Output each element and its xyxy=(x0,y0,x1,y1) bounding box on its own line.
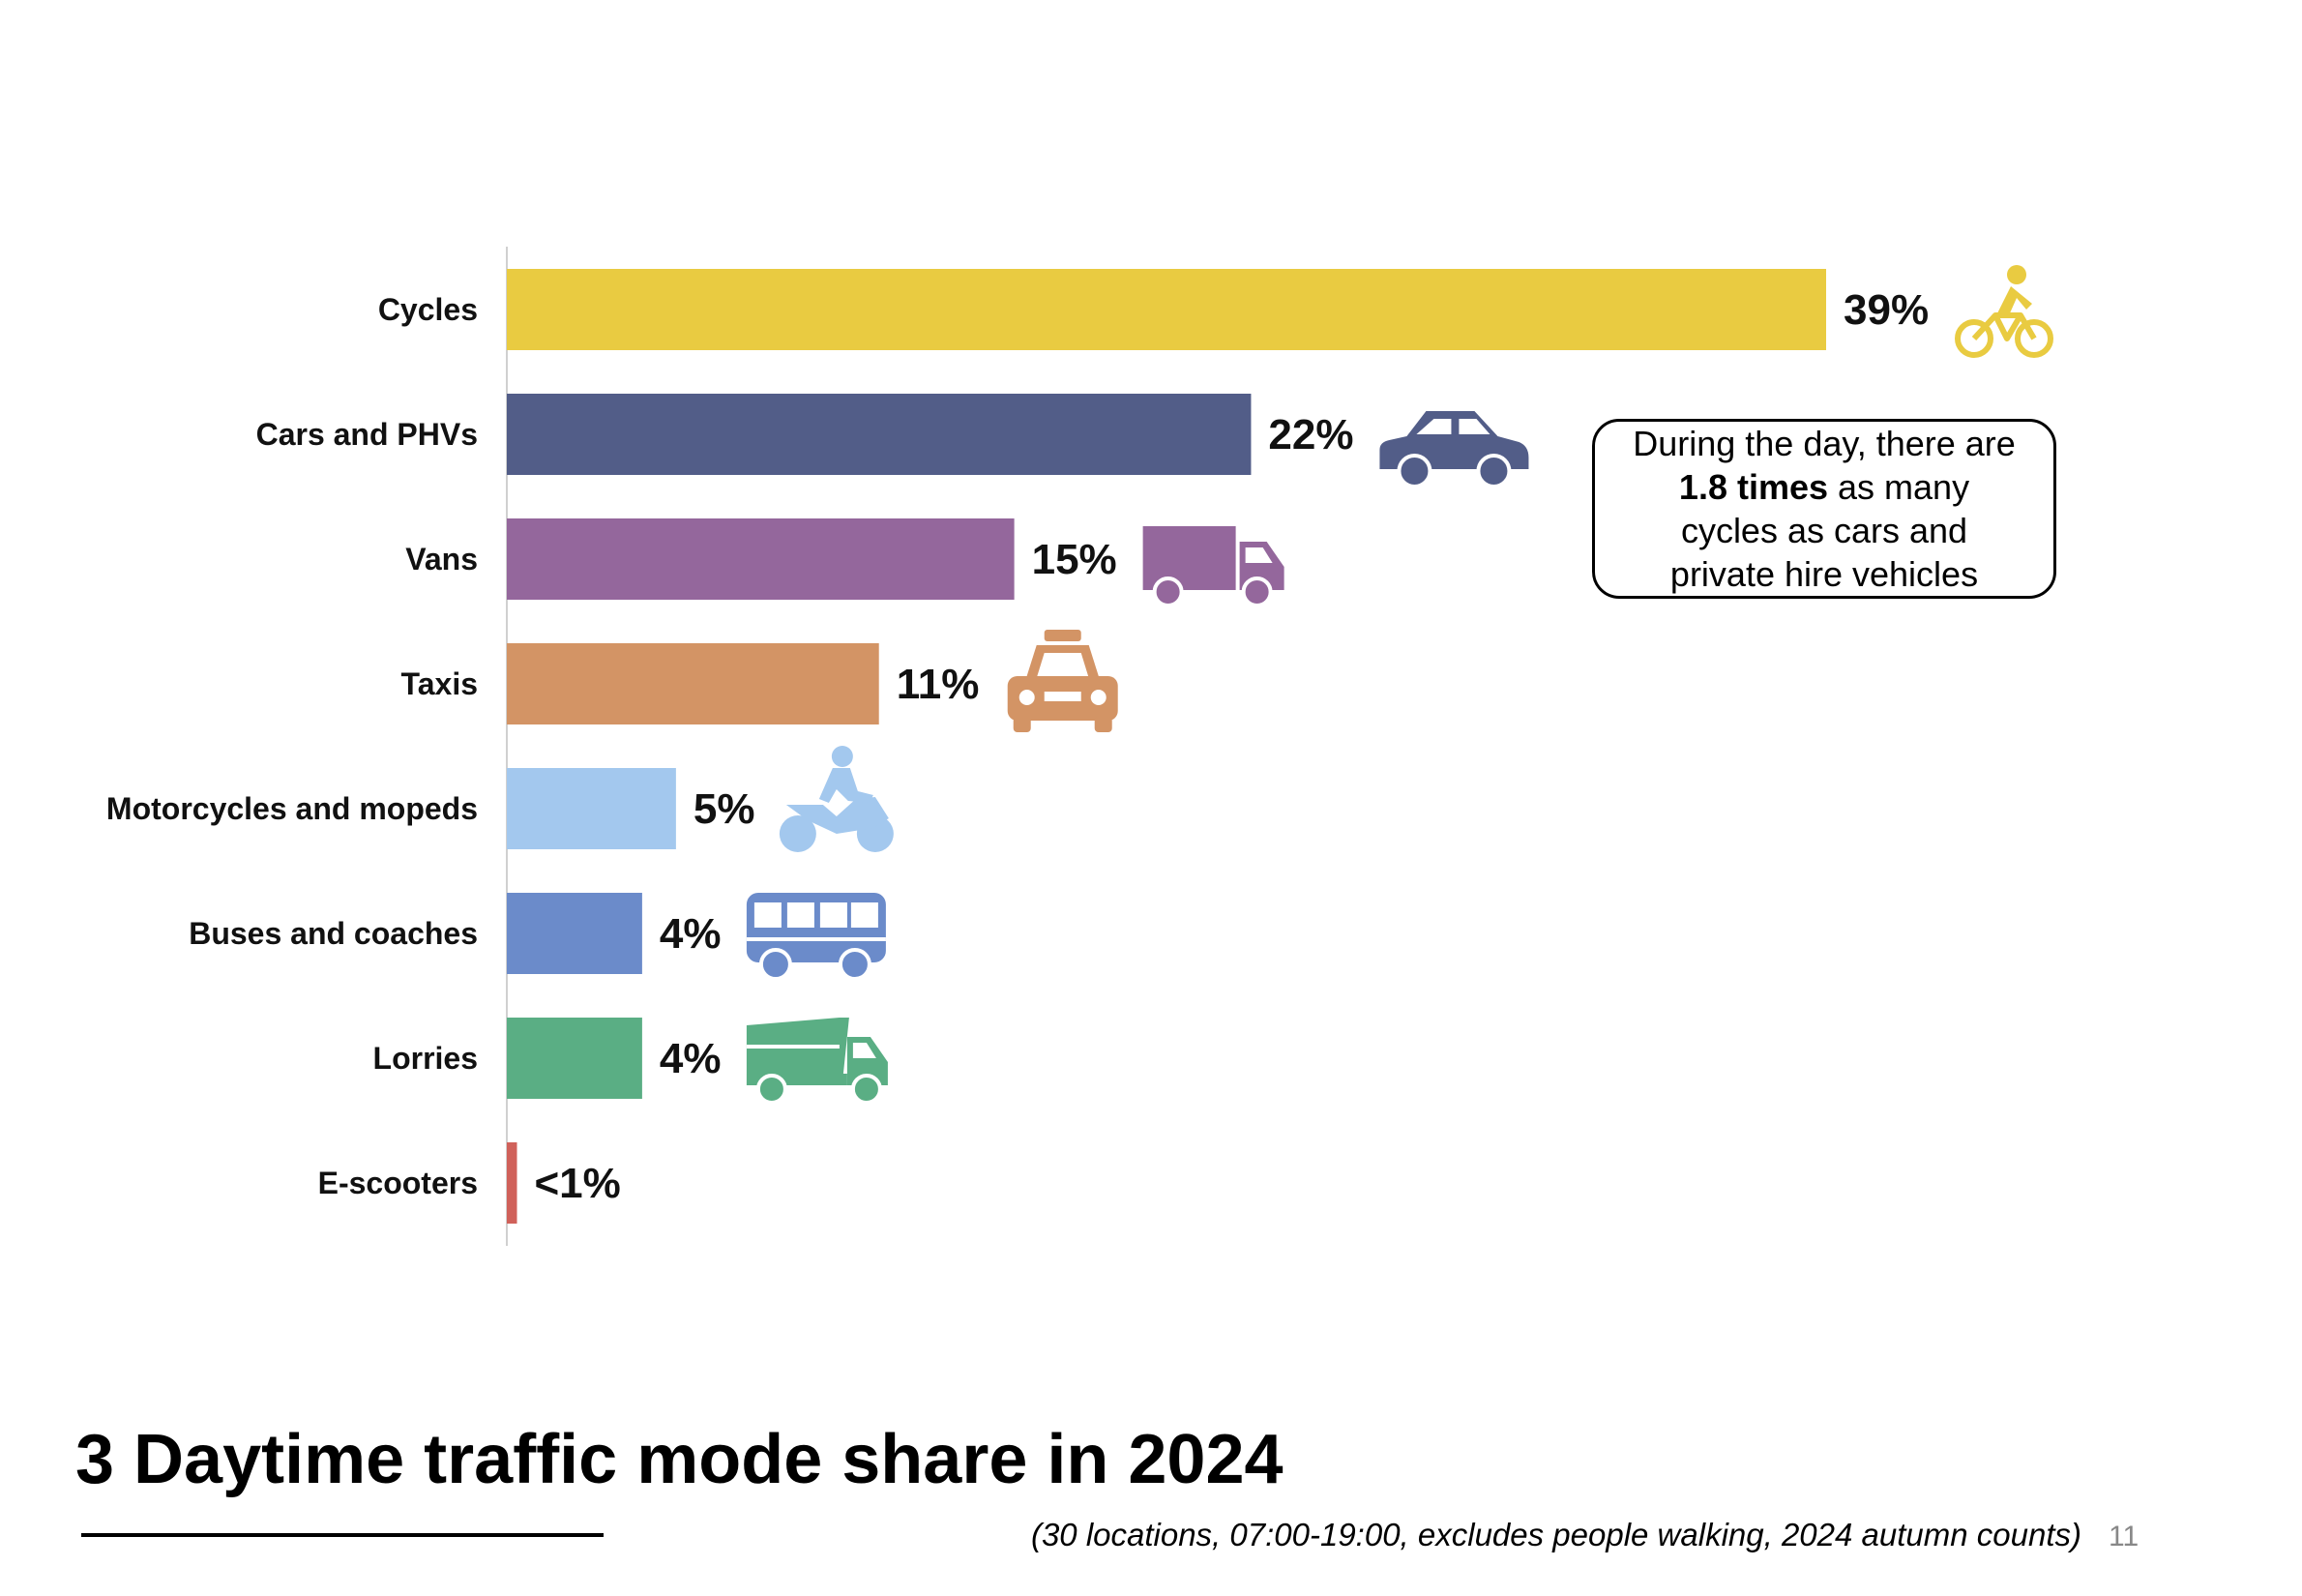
car-icon xyxy=(1379,411,1529,488)
van-icon xyxy=(1142,526,1284,607)
bar-2 xyxy=(507,518,1015,600)
category-label-4: Motorcycles and mopeds xyxy=(106,791,478,826)
bar-5 xyxy=(507,893,642,974)
bar-0 xyxy=(507,269,1826,350)
value-label-2: 15% xyxy=(1032,536,1117,583)
value-label-4: 5% xyxy=(694,785,755,833)
callout-line-3: cycles as cars and xyxy=(1680,511,1968,550)
footnote: (30 locations, 07:00-19:00, excludes peo… xyxy=(1030,1517,2081,1552)
bar-4 xyxy=(507,768,676,849)
callout-line-1: During the day, there are xyxy=(1633,424,2016,463)
bar-7 xyxy=(507,1142,517,1224)
value-label-3: 11% xyxy=(897,661,980,708)
value-label-7: <1% xyxy=(534,1160,620,1207)
page-title: 3 Daytime traffic mode share in 2024 xyxy=(75,1421,1284,1498)
callout-highlight: 1.8 times xyxy=(1678,467,1829,507)
taxi-icon xyxy=(1007,630,1118,732)
callout-line-4: private hire vehicles xyxy=(1669,554,1979,594)
value-label-0: 39% xyxy=(1844,286,1929,334)
category-label-5: Buses and coaches xyxy=(189,916,478,951)
page-number: 11 xyxy=(2109,1521,2140,1552)
title-underline xyxy=(81,1533,604,1537)
category-label-6: Lorries xyxy=(373,1041,478,1076)
bar-1 xyxy=(507,394,1252,475)
bar-3 xyxy=(507,643,879,724)
value-label-1: 22% xyxy=(1268,411,1353,458)
value-label-5: 4% xyxy=(660,910,722,958)
category-label-0: Cycles xyxy=(378,292,478,327)
lorry-icon xyxy=(746,1018,888,1105)
bus-icon xyxy=(746,893,886,981)
callout-box: During the day, there are 1.8 times as m… xyxy=(1592,419,2056,599)
value-label-6: 4% xyxy=(660,1035,722,1082)
category-label-3: Taxis xyxy=(401,666,478,701)
category-label-7: E-scooters xyxy=(318,1166,478,1200)
callout-line-2: 1.8 times as many xyxy=(1679,465,1969,509)
category-label-2: Vans xyxy=(405,542,478,576)
motorcycle-icon xyxy=(779,746,894,852)
callout-line-2-rest: as many xyxy=(1828,467,1970,507)
category-label-1: Cars and PHVs xyxy=(256,417,478,452)
bicycle-icon xyxy=(1955,265,2053,358)
bar-6 xyxy=(507,1018,642,1099)
